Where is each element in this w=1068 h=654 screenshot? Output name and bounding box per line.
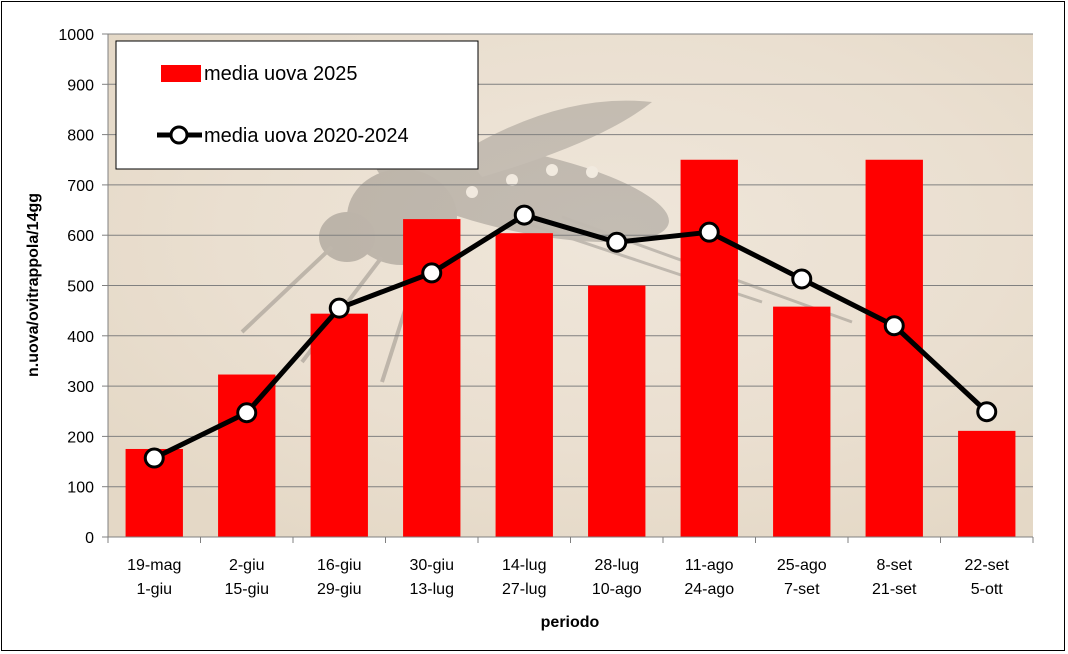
line-point bbox=[606, 231, 628, 253]
x-tick-label: 16-giu bbox=[317, 557, 361, 574]
legend: media uova 2025 media uova 2020-2024 bbox=[115, 40, 479, 170]
line-point bbox=[328, 297, 350, 319]
x-tick-label: 24-ago bbox=[684, 581, 734, 598]
line-point bbox=[421, 262, 443, 284]
x-tick-label: 14-lug bbox=[502, 557, 546, 574]
x-tick-label: 11-ago bbox=[685, 557, 734, 574]
x-tick-label: 15-giu bbox=[225, 581, 269, 598]
bar bbox=[495, 233, 553, 538]
y-tick-label: 0 bbox=[85, 530, 94, 547]
x-tick-label: 30-giu bbox=[410, 557, 454, 574]
x-tick-label: 27-lug bbox=[502, 581, 546, 598]
bar bbox=[773, 306, 831, 537]
y-tick-label: 400 bbox=[67, 329, 94, 346]
y-tick-label: 900 bbox=[67, 77, 94, 94]
x-tick-label: 29-giu bbox=[317, 581, 361, 598]
line-point bbox=[236, 402, 258, 424]
bar bbox=[958, 430, 1016, 537]
y-tick-label: 700 bbox=[67, 178, 94, 195]
legend-line-label: media uova 2020-2024 bbox=[204, 125, 409, 147]
y-tick-label: 1000 bbox=[58, 27, 94, 44]
bar bbox=[680, 159, 738, 537]
line-point bbox=[143, 447, 165, 469]
x-axis-ticks: 19-mag 1-giu 2-giu 15-giu 16-giu 29-giu 30-giu… bbox=[107, 537, 1034, 598]
bar bbox=[218, 374, 276, 537]
x-tick-label: 21-set bbox=[872, 581, 917, 598]
legend-bar-label: media uova 2025 bbox=[204, 63, 357, 85]
x-tick-label: 1-giu bbox=[136, 581, 172, 598]
x-axis-title: periodo bbox=[541, 614, 600, 631]
line-point bbox=[791, 268, 813, 290]
y-tick-label: 300 bbox=[67, 379, 94, 396]
x-tick-label: 13-lug bbox=[410, 581, 454, 598]
legend-bar-swatch bbox=[161, 65, 201, 82]
series-line bbox=[153, 212, 989, 461]
y-axis-title: n.uova/ovitrappola/14gg bbox=[25, 193, 42, 377]
y-tick-label: 500 bbox=[67, 279, 94, 296]
y-tick-label: 200 bbox=[67, 429, 94, 446]
x-tick-label: 2-giu bbox=[229, 557, 265, 574]
y-axis-ticks: 0 100 200 300 400 500 600 700 800 900 1000 bbox=[58, 27, 108, 547]
y-tick-label: 600 bbox=[67, 228, 94, 245]
x-tick-label: 5-ott bbox=[971, 581, 1004, 598]
x-tick-label: 28-lug bbox=[595, 557, 639, 574]
y-tick-label: 800 bbox=[67, 128, 94, 145]
bar bbox=[865, 159, 923, 537]
legend-box bbox=[115, 40, 479, 170]
x-tick-label: 8-set bbox=[876, 557, 912, 574]
x-tick-label: 7-set bbox=[784, 581, 820, 598]
y-tick-label: 100 bbox=[67, 480, 94, 497]
bar-series bbox=[125, 159, 1016, 538]
line-point bbox=[976, 401, 998, 423]
bar bbox=[588, 285, 646, 537]
x-tick-label: 19-mag bbox=[127, 557, 181, 574]
line-series bbox=[143, 204, 998, 469]
legend-line-marker bbox=[169, 125, 189, 145]
x-tick-label: 22-set bbox=[965, 557, 1010, 574]
line-point bbox=[698, 221, 720, 243]
line-point bbox=[513, 204, 535, 226]
x-tick-label: 25-ago bbox=[777, 557, 827, 574]
x-tick-label: 10-ago bbox=[592, 581, 642, 598]
line-point bbox=[883, 315, 905, 337]
bar bbox=[310, 313, 368, 537]
